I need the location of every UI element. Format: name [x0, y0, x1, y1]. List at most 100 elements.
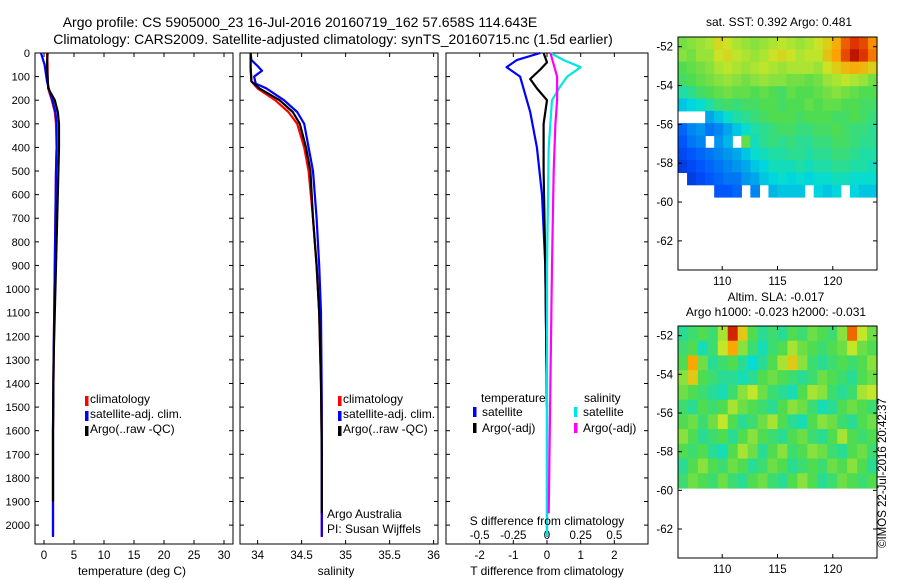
sla-map-cell [867, 370, 878, 386]
sla-map-cell [837, 384, 848, 401]
sst-map-cell [750, 98, 761, 112]
sla-map-cell [787, 326, 798, 342]
sla-map-cell [787, 355, 798, 371]
sla-map-cell [727, 414, 739, 430]
sst-map-cell [741, 73, 751, 87]
depth-tick-label: 0 [24, 48, 30, 60]
sst-map-cell [714, 110, 724, 124]
sla-map-cell [807, 443, 818, 460]
sst-map-cell [741, 61, 751, 75]
sla-map-cell [707, 355, 719, 371]
sla-map-cell [717, 340, 729, 357]
sla-map-cell [747, 340, 759, 357]
sla-map-cell [697, 473, 709, 489]
sla-map-cell [817, 399, 828, 415]
sst-map-lat-label: -60 [656, 197, 673, 209]
sst-map-cell [831, 73, 842, 87]
sla-map-cell [737, 473, 749, 489]
sla-map-cell [777, 414, 789, 430]
depth-tick-label: 500 [12, 166, 30, 178]
sla-map-cell [797, 326, 808, 342]
sla-map-cell [867, 443, 878, 460]
sla-map-cell [747, 473, 759, 489]
sla-map-cell [697, 429, 709, 445]
sst-map-cell [831, 86, 842, 100]
sla-map-cell [717, 399, 729, 415]
sla-map-cell [777, 326, 789, 342]
sst-map-cell [786, 98, 797, 112]
sst-map-cell [696, 49, 706, 63]
sla-map-cell [817, 443, 828, 460]
temperature-xtick-label: 5 [71, 550, 77, 562]
sla-map-cell [777, 355, 789, 371]
sst-map-cell [867, 61, 878, 75]
sla-map-cell [767, 326, 779, 342]
sla-map-cell [678, 458, 689, 474]
temperature-xtick-label: 25 [188, 550, 201, 562]
sla-map-cell [717, 384, 729, 401]
temperature-xtick-label: 15 [128, 550, 141, 562]
sla-map-cell [787, 443, 798, 460]
depth-tick-label: 300 [12, 119, 30, 131]
depth-tick-label: 1400 [6, 378, 30, 390]
sla-map-cell [707, 340, 719, 357]
sst-map-cell [696, 160, 706, 173]
sst-map-cell [786, 73, 797, 87]
sst-map-cell [768, 147, 779, 161]
sla-map-cell [717, 326, 729, 342]
sst-map-cell [777, 37, 788, 50]
sla-map-cell [847, 326, 858, 342]
sst-map-cell [768, 184, 779, 198]
sst-map-cell [858, 147, 869, 161]
sst-map-cell [714, 37, 724, 50]
difference-xtick-label: 2 [611, 550, 617, 562]
sst-map-cell [795, 110, 806, 124]
sla-map-cell [767, 458, 779, 474]
sst-map-cell [714, 73, 724, 87]
depth-tick-label: 1100 [6, 308, 30, 320]
sst-map-cell [858, 172, 869, 186]
sst-map-cell [759, 123, 770, 137]
sla-map-cell [797, 473, 808, 489]
sla-map-cell [827, 384, 838, 401]
sst-map-cell [678, 86, 688, 100]
sst-map-cell [759, 110, 770, 124]
sst-map-cell [705, 73, 715, 87]
sla-map-cell [797, 370, 808, 386]
temperature-plot-frame [34, 52, 234, 545]
sst-map-lat-label: -56 [656, 119, 673, 131]
sst-map-cell [723, 172, 733, 186]
sla-map-cell [817, 355, 828, 371]
sst-map-cell [840, 135, 851, 149]
depth-tick-label: 1800 [6, 473, 30, 485]
temperature-xtick-label: 0 [41, 550, 47, 562]
sla-map-cell [827, 473, 838, 489]
sst-map-cell [849, 98, 860, 112]
sla-map-cell [797, 458, 808, 474]
sla-map-cell [797, 399, 808, 415]
difference-series-1 [529, 52, 549, 408]
sst-map-cell [831, 37, 842, 50]
temperature-xtick-label: 30 [218, 550, 231, 562]
sst-map-cell [786, 172, 797, 186]
sla-map-cell [737, 355, 749, 371]
sst-map-cell [849, 37, 860, 50]
sst-map-cell [705, 123, 715, 137]
sla-map-cell [827, 355, 838, 371]
sla-map-cell [777, 473, 789, 489]
sla-map-cell [687, 355, 699, 371]
sst-map-cell [723, 110, 733, 124]
difference-xlabel-top: S difference from climatology [470, 514, 625, 528]
sst-map-cell [795, 172, 806, 186]
sst-map-cell [759, 49, 770, 63]
sst-map-cell [804, 123, 815, 137]
sst-map-cell [849, 135, 860, 149]
sla-map-cell [737, 414, 749, 430]
sst-map-cell [849, 184, 860, 198]
sst-map-cell [696, 73, 706, 87]
sst-map-cell [750, 135, 761, 149]
sla-map-cell [737, 458, 749, 474]
sst-map-cell [813, 73, 824, 87]
sst-map-cell [687, 61, 697, 75]
